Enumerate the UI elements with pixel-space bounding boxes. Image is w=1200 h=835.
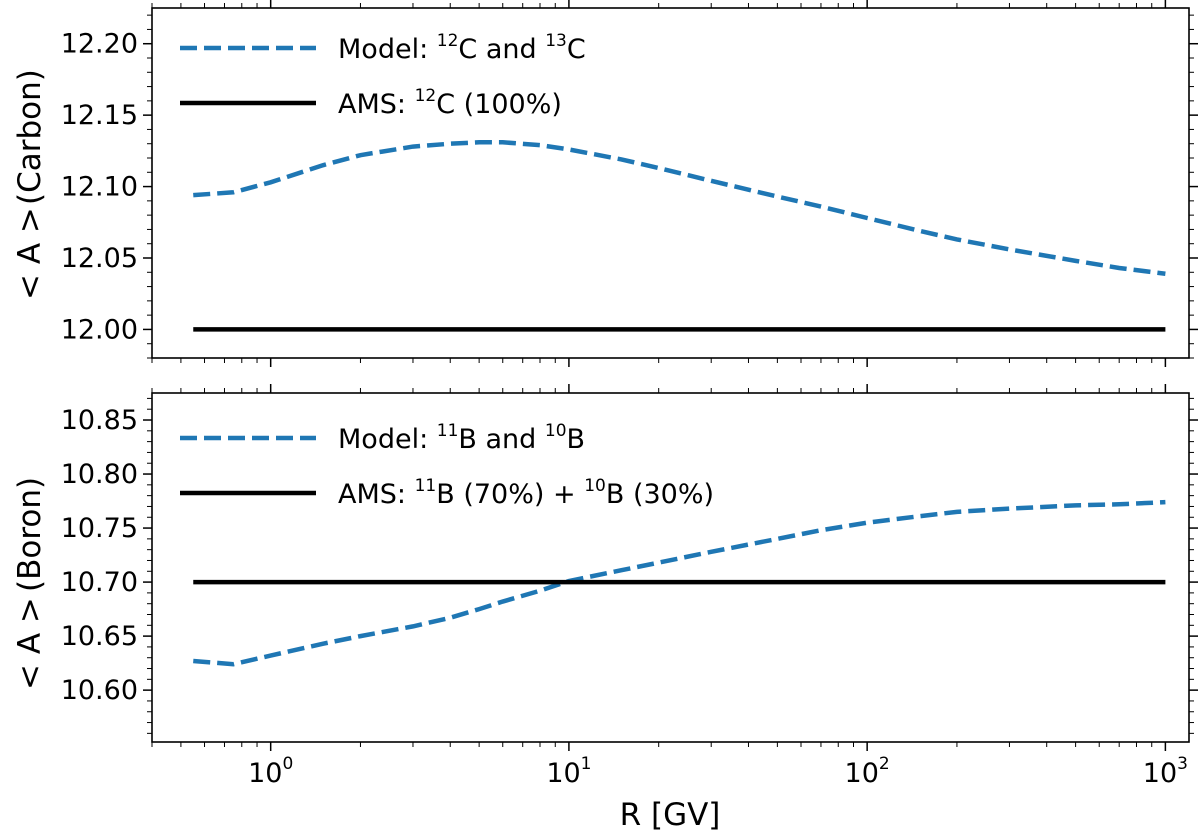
y-tick-label: 10.75 <box>61 513 138 544</box>
x-tick-label: 101 <box>546 754 591 789</box>
legend-ams-label: AMS: 12C (100%) <box>338 86 562 120</box>
x-tick-base: 10 <box>1143 758 1177 789</box>
legend-superscript: 13 <box>545 31 567 51</box>
legend-superscript: 11 <box>415 476 437 496</box>
legend-model-label: Model: 12C and 13C <box>338 31 586 65</box>
y-tick-label: 10.80 <box>61 459 138 490</box>
x-tick-label: 100 <box>248 754 293 789</box>
x-tick-exponent: 3 <box>1177 754 1188 774</box>
x-tick-base: 10 <box>845 758 879 789</box>
legend-superscript: 10 <box>545 421 567 441</box>
x-tick-labels: 100 101 102 103 <box>248 754 1188 789</box>
legend-text-part: Model: <box>338 424 437 455</box>
legend-superscript: 12 <box>415 86 437 106</box>
y-tick-label: 12.00 <box>61 314 138 345</box>
carbon-ylabel-element: (Carbon) <box>12 69 48 205</box>
legend-text-part: AMS: <box>338 479 415 510</box>
legend-ams-label: AMS: 11B (70%) + 10B (30%) <box>338 476 714 510</box>
x-tick-exponent: 1 <box>581 754 592 774</box>
legend-text-part: AMS: <box>338 89 415 120</box>
legend-text-part: B and <box>458 424 544 455</box>
legend-text-part: B <box>567 424 586 455</box>
y-tick-label: 10.60 <box>61 675 138 706</box>
carbon-plot-frame <box>151 7 1190 359</box>
y-tick-label: 10.65 <box>61 621 138 652</box>
legend-model-label: Model: 11B and 10B <box>338 421 585 455</box>
boron-series <box>193 499 1166 667</box>
legend-text-part: B (30%) <box>606 479 714 510</box>
legend-text-part: Model: <box>338 34 437 65</box>
x-tick-base: 10 <box>248 758 282 789</box>
legend-text-part: B (70%) + <box>436 479 584 510</box>
legend-superscript: 11 <box>437 421 459 441</box>
boron-plot-frame <box>151 392 1190 743</box>
model-series-line <box>193 140 1166 276</box>
y-tick-label: 12.20 <box>61 29 138 60</box>
x-tick-base: 10 <box>546 758 580 789</box>
y-tick-label: 12.15 <box>61 100 138 131</box>
legend-superscript: 10 <box>584 476 606 496</box>
boron-ylabel-element: (Boron) <box>12 477 48 592</box>
x-axis-title: R [GV] <box>620 797 721 833</box>
carbon-ticks: 12.00 12.05 12.10 12.15 12.20 <box>61 0 1198 367</box>
y-tick-label: 12.10 <box>61 172 138 203</box>
legend-text-part: C and <box>458 34 545 65</box>
model-series-line <box>193 499 1166 667</box>
x-tick-label: 102 <box>845 754 890 789</box>
x-tick-exponent: 0 <box>282 754 293 774</box>
x-tick-label: 103 <box>1143 754 1188 789</box>
y-tick-label: 10.70 <box>61 567 138 598</box>
y-tick-label: 12.05 <box>61 243 138 274</box>
legend-text-part: C <box>567 34 586 65</box>
boron-ticks: 10.60 10.65 10.70 10.75 10.80 10.85 <box>61 384 1198 751</box>
legend-superscript: 12 <box>437 31 459 51</box>
carbon-series <box>193 140 1166 332</box>
legend-text-part: C (100%) <box>436 89 562 120</box>
y-tick-label: 10.85 <box>61 405 138 436</box>
x-tick-exponent: 2 <box>879 754 890 774</box>
carbon-ylabel-main: < A > <box>12 207 48 300</box>
boron-ylabel-main: < A > <box>12 597 48 690</box>
